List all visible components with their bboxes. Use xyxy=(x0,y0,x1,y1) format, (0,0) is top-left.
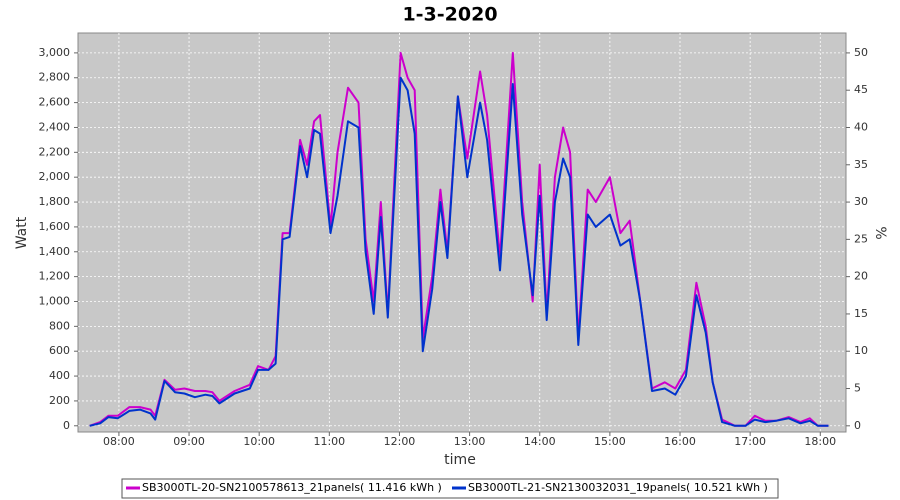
y2-axis-label: % xyxy=(872,226,888,239)
x-axis-label: time xyxy=(444,452,476,468)
y2-tick-label: 25 xyxy=(854,232,868,245)
y-tick-label: 0 xyxy=(63,419,70,432)
x-tick-label: 17:00 xyxy=(734,435,766,448)
x-tick-label: 08:00 xyxy=(103,435,135,448)
x-tick-label: 14:00 xyxy=(524,435,556,448)
y-tick-label: 1,600 xyxy=(39,220,71,233)
y-axis-label: Watt xyxy=(14,216,30,249)
y2-tick-label: 35 xyxy=(854,158,868,171)
y2-tick-label: 40 xyxy=(854,120,868,133)
y2-tick-label: 5 xyxy=(854,382,861,395)
y2-tick-label: 10 xyxy=(854,344,868,357)
series-line xyxy=(89,51,829,427)
y2-tick-label: 45 xyxy=(854,83,868,96)
x-tick-label: 13:00 xyxy=(454,435,486,448)
y-tick-label: 1,800 xyxy=(39,195,71,208)
series-line xyxy=(89,76,829,427)
y-tick-label: 600 xyxy=(49,344,70,357)
legend-label: SB3000TL-21-SN2130032031_19panels( 10.52… xyxy=(468,481,768,494)
y-tick-label: 2,400 xyxy=(39,120,71,133)
y-tick-label: 2,800 xyxy=(39,71,71,84)
x-tick-label: 15:00 xyxy=(594,435,626,448)
y-tick-label: 400 xyxy=(49,369,70,382)
y2-tick-label: 15 xyxy=(854,307,868,320)
x-tick-label: 12:00 xyxy=(384,435,416,448)
y-tick-label: 200 xyxy=(49,394,70,407)
legend-label: SB3000TL-20-SN2100578613_21panels( 11.41… xyxy=(142,481,442,494)
x-tick-label: 11:00 xyxy=(313,435,345,448)
x-tick-label: 09:00 xyxy=(173,435,205,448)
y-tick-label: 1,200 xyxy=(39,270,71,283)
y-tick-label: 800 xyxy=(49,319,70,332)
y-tick-label: 2,600 xyxy=(39,96,71,109)
x-tick-label: 18:00 xyxy=(804,435,836,448)
y2-tick-label: 0 xyxy=(854,419,861,432)
y-tick-label: 3,000 xyxy=(39,46,71,59)
y2-tick-label: 30 xyxy=(854,195,868,208)
x-tick-label: 16:00 xyxy=(664,435,696,448)
y-tick-label: 1,400 xyxy=(39,245,71,258)
plot-area xyxy=(77,32,847,433)
y2-tick-label: 50 xyxy=(854,46,868,59)
y-tick-label: 2,200 xyxy=(39,145,71,158)
y2-tick-label: 20 xyxy=(854,270,868,283)
x-tick-label: 10:00 xyxy=(243,435,275,448)
legend xyxy=(121,478,779,499)
chart-title: 1-3-2020 xyxy=(402,4,497,26)
y-tick-label: 1,000 xyxy=(39,294,71,307)
y-tick-label: 2,000 xyxy=(39,170,71,183)
